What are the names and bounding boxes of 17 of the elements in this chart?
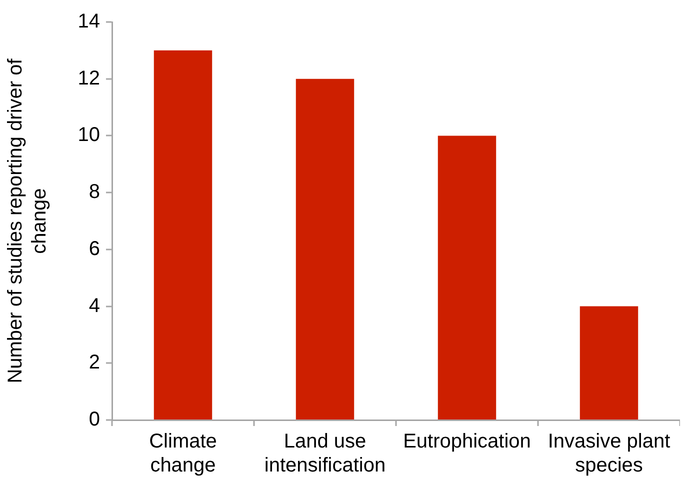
y-tick-label: 8 [88,181,100,204]
y-tick-label: 10 [78,124,100,146]
y-tick-label: 0 [88,408,100,431]
x-tick-label: Invasive plant species [548,430,671,477]
y-tick-label: 4 [88,294,100,317]
x-tick-label: Eutrophication [403,430,531,453]
y-tick-label: 14 [78,10,100,33]
bar [154,50,212,420]
y-tick-label: 12 [78,67,100,90]
x-tick-label: Climate change [149,430,217,477]
bar [580,306,638,420]
x-tick-label: Land use intensification [264,430,386,477]
bar [438,136,496,420]
bar [296,78,354,420]
y-axis-title: Number of studies reporting driver of change [4,58,51,384]
y-tick-label: 2 [88,352,100,374]
y-tick-label: 6 [88,238,100,260]
